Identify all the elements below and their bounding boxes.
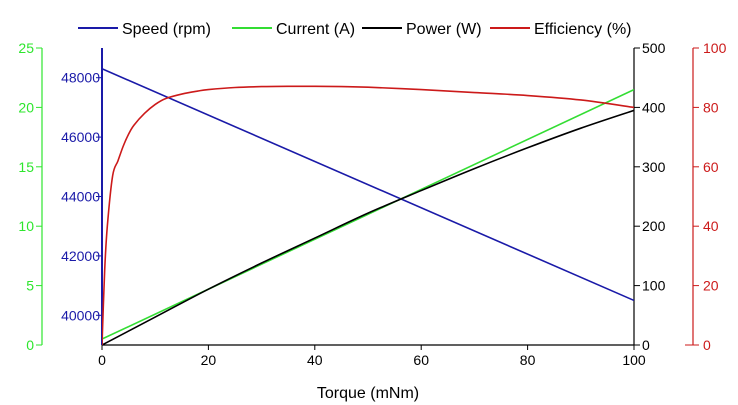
current-tick-label: 0	[26, 337, 34, 353]
speed-series-line	[102, 68, 634, 302]
power-tick-label: 400	[642, 99, 666, 115]
axes: 0 20 40 60 80 1000510152025400004200044000460…	[18, 40, 726, 368]
legend-label-power: Power (W)	[406, 21, 482, 38]
current-tick-label: 25	[18, 40, 34, 56]
speed-tick-label: 46000	[61, 129, 100, 145]
x-axis-label: Torque (mNm)	[317, 385, 419, 402]
efficiency-tick-label: 0	[703, 337, 711, 353]
power-series-line	[102, 109, 634, 345]
x-tick-label: 60	[413, 352, 429, 368]
power-tick-label: 500	[642, 40, 666, 56]
power-tick-label: 300	[642, 159, 666, 175]
efficiency-tick-label: 100	[703, 40, 727, 56]
power-tick-label: 200	[642, 218, 666, 234]
efficiency-tick-label: 20	[703, 278, 719, 294]
current-tick-label: 15	[18, 159, 34, 175]
x-tick-label: 0	[98, 352, 106, 368]
speed-tick-label: 42000	[61, 248, 100, 264]
current-tick-label: 5	[26, 278, 34, 294]
efficiency-series-line	[102, 85, 634, 345]
plot-area	[102, 68, 634, 345]
x-tick-label: 100	[622, 352, 646, 368]
current-series-line	[102, 88, 634, 340]
efficiency-tick-label: 60	[703, 159, 719, 175]
x-tick-label: 40	[307, 352, 323, 368]
power-tick-label: 100	[642, 278, 666, 294]
power-tick-label: 0	[642, 337, 650, 353]
x-tick-label: 80	[520, 352, 536, 368]
legend-label-speed: Speed (rpm)	[122, 21, 211, 38]
speed-tick-label: 40000	[61, 307, 100, 323]
speed-tick-label: 44000	[61, 189, 100, 205]
efficiency-tick-label: 80	[703, 99, 719, 115]
current-tick-label: 10	[18, 218, 34, 234]
legend-label-efficiency: Efficiency (%)	[534, 21, 632, 38]
current-tick-label: 20	[18, 99, 34, 115]
efficiency-tick-label: 40	[703, 218, 719, 234]
legend: Speed (rpm) Current (A) Power (W) Efficienc…	[78, 21, 632, 38]
speed-tick-label: 48000	[61, 70, 100, 86]
legend-label-current: Current (A)	[276, 21, 355, 38]
x-tick-label: 20	[201, 352, 217, 368]
